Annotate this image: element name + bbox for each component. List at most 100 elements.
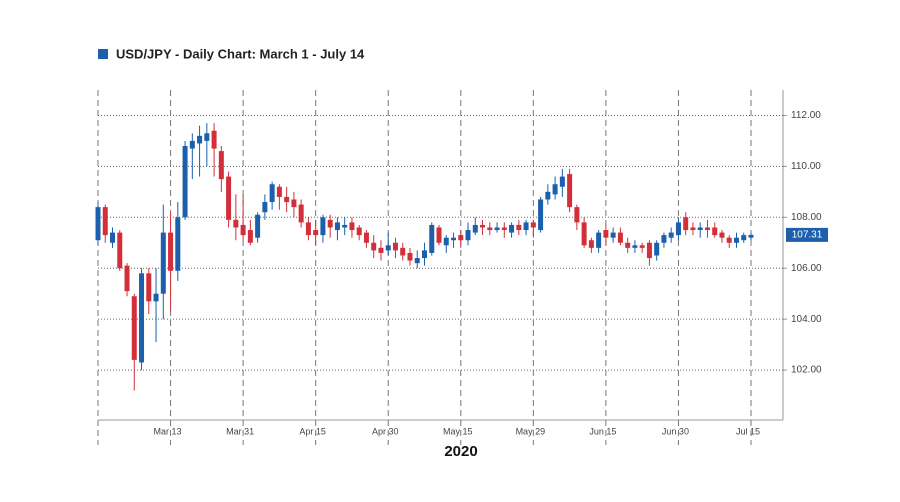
candle-body — [131, 296, 137, 360]
candle-body — [342, 224, 348, 228]
y-tick-label: 108.00 — [791, 212, 822, 223]
candle-body — [371, 242, 377, 251]
candle-body — [414, 258, 420, 264]
candle-body — [617, 232, 623, 243]
candle-body — [327, 219, 333, 228]
candle-body — [661, 235, 667, 243]
candle-body — [197, 135, 203, 144]
candle-body — [552, 184, 558, 195]
candle-body — [574, 207, 580, 223]
y-tick-label: 104.00 — [791, 314, 822, 325]
candle-body — [472, 224, 478, 233]
x-tick-label: Jul 15 — [736, 426, 760, 436]
candle-body — [429, 224, 435, 253]
candle-body — [117, 232, 123, 269]
y-tick-label: 112.00 — [791, 110, 821, 121]
candle-body — [153, 293, 159, 302]
candle-body — [204, 133, 210, 141]
candle-body — [124, 265, 130, 292]
x-tick-label: May 29 — [516, 426, 546, 436]
y-tick-label: 106.00 — [791, 263, 822, 274]
candle-body — [668, 232, 674, 238]
candle-body — [451, 237, 457, 241]
candle-body — [146, 273, 152, 302]
candle-body — [712, 227, 718, 236]
last-price-label: 107.31 — [792, 230, 823, 241]
candle-body — [363, 232, 369, 243]
candle-body — [255, 214, 261, 238]
candle-body — [168, 232, 174, 271]
candle-body — [189, 140, 195, 149]
candle-body — [175, 217, 181, 271]
candle-body — [465, 230, 471, 241]
candle-body — [392, 242, 398, 251]
candle-body — [182, 146, 188, 218]
candle-body — [683, 217, 689, 231]
candle-body — [334, 222, 340, 231]
candle-body — [545, 191, 551, 200]
y-tick-label: 102.00 — [791, 365, 822, 376]
candle-body — [226, 176, 232, 220]
x-axis-title: 2020 — [444, 443, 477, 460]
candle-body — [719, 232, 725, 238]
y-tick-label: 110.00 — [791, 161, 821, 172]
candle-body — [269, 184, 275, 203]
candle-body — [102, 207, 108, 236]
candle-body — [291, 199, 297, 208]
candle-body — [487, 227, 493, 231]
candle-body — [458, 235, 464, 241]
candle-body — [523, 222, 529, 231]
candle-body — [262, 202, 268, 213]
candle-body — [276, 186, 282, 197]
candle-body — [298, 204, 304, 223]
x-tick-label: May 15 — [443, 426, 473, 436]
candle-body — [704, 227, 710, 231]
candle-body — [748, 234, 754, 238]
candle-body — [726, 237, 732, 243]
chart-title: USD/JPY - Daily Chart: March 1 - July 14 — [116, 46, 365, 61]
candle-body — [654, 242, 660, 256]
candle-body — [697, 227, 703, 231]
candle-body — [378, 247, 384, 253]
candle-body — [632, 245, 638, 248]
candle-body — [501, 227, 507, 231]
candle-body — [480, 224, 486, 228]
candle-body — [422, 250, 427, 259]
candle-body — [675, 222, 681, 236]
candle-body — [407, 252, 413, 261]
x-tick-label: Apr 15 — [299, 426, 326, 436]
candle-body — [596, 232, 602, 248]
candle-body — [385, 245, 391, 251]
candle-body — [646, 242, 652, 259]
candle-body — [516, 224, 522, 231]
candle-body — [538, 199, 544, 231]
candle-body — [313, 230, 319, 236]
candle-body — [610, 232, 616, 238]
candle-body — [436, 227, 442, 243]
candle-body — [400, 247, 406, 256]
candle-body — [160, 232, 166, 294]
candle-body — [625, 242, 631, 248]
candle-body — [284, 196, 290, 203]
candle-body — [733, 237, 739, 243]
x-tick-label: Apr 30 — [372, 426, 399, 436]
candle-body — [305, 222, 311, 236]
candle-body — [247, 230, 253, 243]
candle-body — [559, 176, 565, 187]
candle-body — [567, 174, 573, 208]
candle-body — [494, 227, 500, 231]
x-tick-label: Mar 13 — [154, 426, 182, 436]
x-tick-label: Mar 31 — [226, 426, 254, 436]
candle-body — [603, 230, 609, 238]
candle-body — [139, 273, 145, 363]
x-tick-label: Jun 15 — [589, 426, 616, 436]
candle-body — [95, 207, 101, 241]
candle-body — [639, 245, 645, 248]
last-price-box — [786, 227, 828, 242]
candle-body — [741, 235, 747, 241]
candle-body — [349, 222, 355, 231]
candle-body — [509, 224, 515, 233]
candle-body — [240, 224, 246, 236]
